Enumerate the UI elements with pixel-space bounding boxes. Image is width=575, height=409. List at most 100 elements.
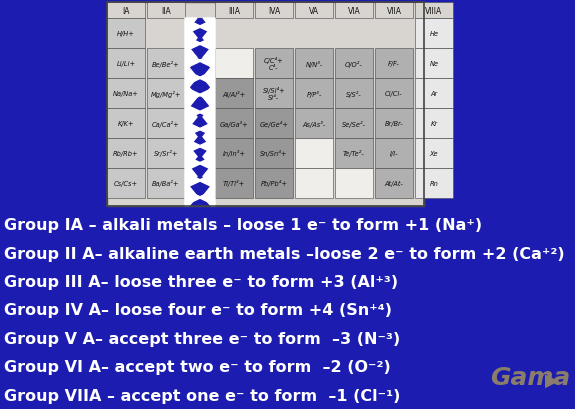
Text: K/K+: K/K+	[118, 121, 134, 127]
Text: Rb/Rb+: Rb/Rb+	[113, 151, 139, 157]
Text: Xe: Xe	[430, 151, 438, 157]
Bar	[375, 79, 413, 109]
Bar	[415, 3, 453, 19]
Bar	[215, 109, 253, 139]
Text: At/At-: At/At-	[385, 180, 404, 187]
Polygon shape	[185, 19, 203, 36]
Bar	[107, 3, 145, 19]
Text: Al/Al³+: Al/Al³+	[223, 90, 246, 97]
Text: Group II A– alkaline earth metals –loose 2 e⁻ to form +2 (Ca⁺²): Group II A– alkaline earth metals –loose…	[4, 246, 565, 261]
Text: Gama: Gama	[490, 365, 570, 389]
Bar	[255, 79, 293, 109]
Text: C/C⁴+
C⁴-: C/C⁴+ C⁴-	[264, 57, 284, 71]
Bar	[415, 49, 453, 79]
Bar	[255, 109, 293, 139]
Text: Cl/Cl-: Cl/Cl-	[385, 91, 403, 97]
Text: F/F-: F/F-	[388, 61, 400, 67]
Text: ▶: ▶	[545, 371, 559, 389]
Polygon shape	[185, 138, 203, 155]
Bar	[295, 79, 333, 109]
Bar	[375, 139, 413, 169]
Bar	[185, 19, 215, 207]
Bar	[147, 139, 185, 169]
Text: Group III A– loose three e⁻ to form +3 (Al⁺³): Group III A– loose three e⁻ to form +3 (…	[4, 274, 398, 289]
Bar	[147, 79, 185, 109]
Polygon shape	[185, 104, 203, 121]
Text: Cs/Cs+: Cs/Cs+	[114, 180, 138, 187]
Bar	[375, 3, 413, 19]
Text: Group IA – alkali metals – loose 1 e⁻ to form +1 (Na⁺): Group IA – alkali metals – loose 1 e⁻ to…	[4, 218, 482, 232]
Text: IA: IA	[122, 7, 130, 16]
Polygon shape	[185, 87, 203, 104]
Text: Ca/Ca²+: Ca/Ca²+	[152, 120, 180, 127]
Text: VA: VA	[309, 7, 319, 16]
Polygon shape	[185, 173, 203, 189]
Text: Si/Si⁴+
Si⁴-: Si/Si⁴+ Si⁴-	[263, 87, 285, 101]
Bar	[375, 169, 413, 198]
Text: Group IV A– loose four e⁻ to form +4 (Sn⁺⁴): Group IV A– loose four e⁻ to form +4 (Sn…	[4, 303, 392, 318]
Bar	[335, 109, 373, 139]
Bar	[415, 79, 453, 109]
Polygon shape	[197, 189, 215, 207]
Polygon shape	[197, 70, 215, 87]
Text: S/S²-: S/S²-	[346, 90, 362, 97]
Bar	[295, 169, 333, 198]
Bar	[335, 79, 373, 109]
Text: O/O²-: O/O²-	[345, 61, 363, 67]
Text: Group V A– accept three e⁻ to form  –3 (N⁻³): Group V A– accept three e⁻ to form –3 (N…	[4, 331, 400, 346]
Polygon shape	[185, 53, 203, 70]
Text: Sr/Sr²+: Sr/Sr²+	[154, 150, 178, 157]
Polygon shape	[185, 189, 203, 207]
Text: Group VIIA – accept one e⁻ to form  –1 (Cl⁻¹): Group VIIA – accept one e⁻ to form –1 (C…	[4, 388, 400, 403]
Polygon shape	[185, 155, 203, 173]
Bar	[335, 49, 373, 79]
Polygon shape	[203, 19, 215, 207]
Polygon shape	[197, 155, 215, 173]
Bar	[335, 169, 373, 198]
Polygon shape	[185, 19, 197, 207]
Text: Ne: Ne	[430, 61, 439, 67]
Polygon shape	[185, 70, 203, 87]
Bar	[335, 139, 373, 169]
Text: Se/Se²-: Se/Se²-	[342, 120, 366, 127]
Text: He: He	[430, 31, 439, 37]
Text: Kr: Kr	[431, 121, 438, 127]
Bar	[215, 169, 253, 198]
Bar	[255, 169, 293, 198]
Polygon shape	[197, 121, 215, 138]
Text: H/H+: H/H+	[117, 31, 135, 37]
Text: Na/Na+: Na/Na+	[113, 91, 139, 97]
Bar	[295, 139, 333, 169]
Text: Sn/Sn⁴+: Sn/Sn⁴+	[260, 150, 288, 157]
Bar	[215, 139, 253, 169]
Bar	[375, 49, 413, 79]
Bar	[255, 139, 293, 169]
Bar	[415, 139, 453, 169]
Text: I/I-: I/I-	[390, 151, 398, 157]
Bar	[375, 109, 413, 139]
Polygon shape	[185, 36, 203, 53]
Bar	[415, 109, 453, 139]
Text: N/N³-: N/N³-	[305, 61, 323, 67]
Bar	[415, 19, 453, 49]
Bar	[147, 109, 185, 139]
Text: Mg/Mg²+: Mg/Mg²+	[151, 90, 181, 97]
Bar	[215, 49, 253, 79]
Polygon shape	[197, 173, 215, 189]
Bar	[335, 3, 373, 19]
Bar	[107, 169, 145, 198]
Polygon shape	[197, 19, 215, 36]
Polygon shape	[197, 36, 215, 53]
Polygon shape	[197, 53, 215, 70]
Bar	[415, 169, 453, 198]
Bar	[295, 3, 333, 19]
Text: VIIA: VIIA	[386, 7, 401, 16]
Text: In/In³+: In/In³+	[223, 150, 246, 157]
Bar	[107, 3, 424, 207]
Bar	[295, 109, 333, 139]
Text: Ge/Ge⁴+: Ge/Ge⁴+	[259, 120, 289, 127]
Text: Te/Te²-: Te/Te²-	[343, 150, 365, 157]
Text: Be/Be²+: Be/Be²+	[152, 61, 180, 67]
Bar	[107, 109, 145, 139]
Text: Tl/Tl³+: Tl/Tl³+	[223, 180, 245, 187]
